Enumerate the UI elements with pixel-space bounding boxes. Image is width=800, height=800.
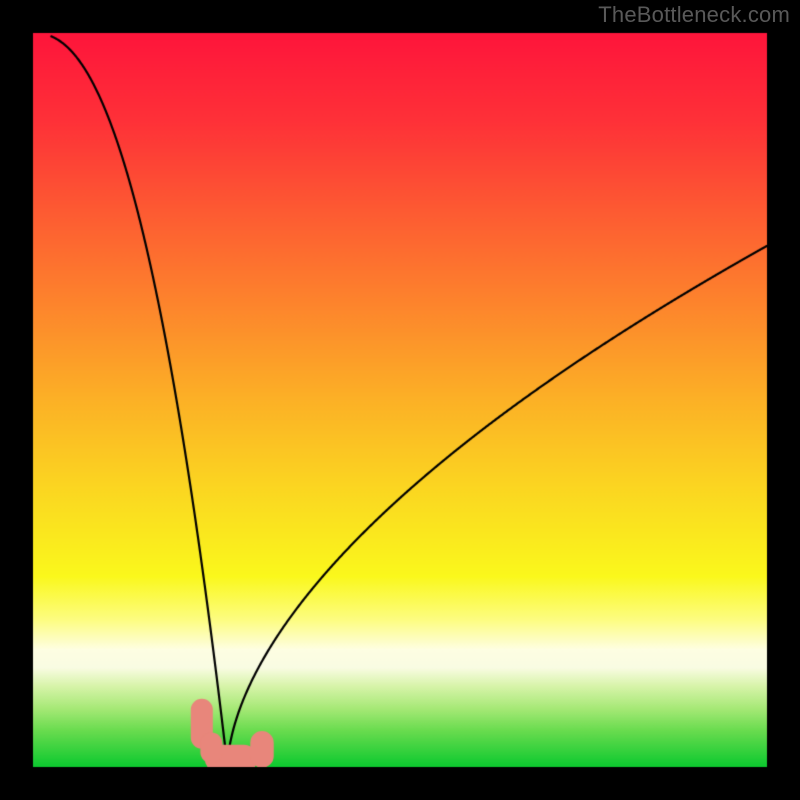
watermark-text: TheBottleneck.com [598, 2, 790, 28]
chart-stage: TheBottleneck.com [0, 0, 800, 800]
bottleneck-chart-canvas [0, 0, 800, 800]
